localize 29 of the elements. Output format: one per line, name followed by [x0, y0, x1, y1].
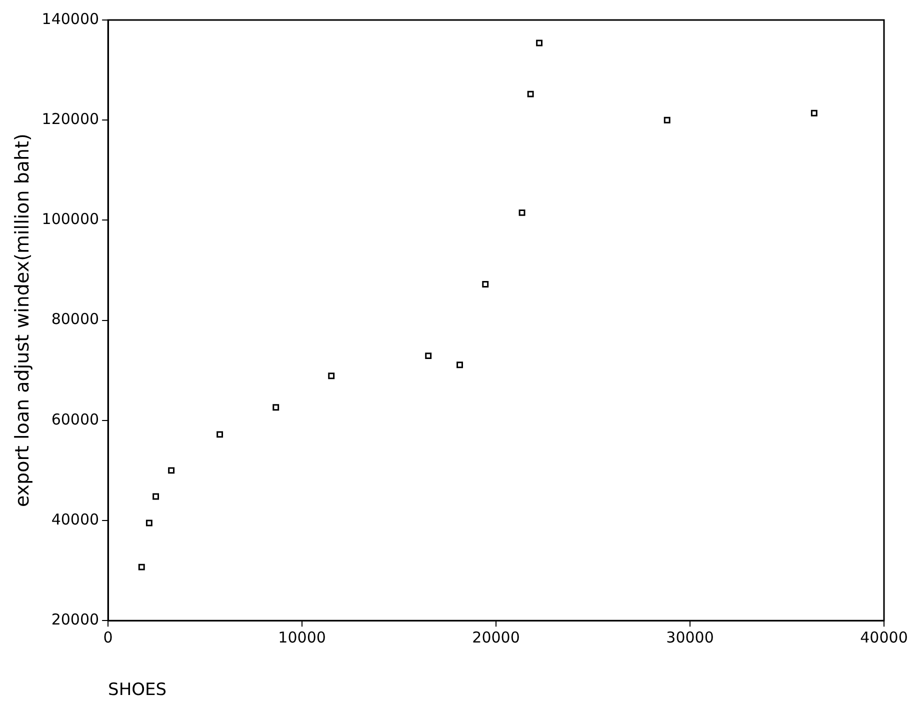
y-tick-label: 120000 — [42, 110, 100, 128]
point — [138, 564, 145, 570]
point — [152, 493, 160, 500]
point — [146, 520, 152, 526]
point — [527, 90, 534, 98]
point — [216, 431, 224, 438]
x-tick-label: 10000 — [278, 628, 326, 646]
y-tick-label: 80000 — [51, 310, 100, 328]
x-tick-label: 0 — [103, 628, 113, 646]
y-axis-title: export loan adjust windex(million baht) — [11, 134, 34, 508]
x-axis-title: SHOES — [108, 680, 167, 700]
point — [328, 372, 335, 380]
y-tick-label: 40000 — [51, 510, 100, 528]
point — [482, 281, 489, 288]
point — [536, 40, 543, 46]
point — [810, 110, 818, 116]
point — [425, 352, 432, 360]
y-tick-label: 20000 — [51, 610, 100, 628]
point — [272, 404, 280, 411]
point — [664, 116, 670, 124]
y-tick-label: 100000 — [42, 210, 100, 228]
point — [518, 209, 526, 216]
x-tick-label: 20000 — [472, 628, 520, 646]
x-tick-label: 30000 — [666, 628, 714, 646]
y-tick-label: 140000 — [42, 10, 100, 28]
point — [456, 362, 463, 368]
x-tick-label: 40000 — [860, 628, 908, 646]
y-tick-label: 60000 — [51, 410, 100, 428]
point — [168, 467, 175, 474]
